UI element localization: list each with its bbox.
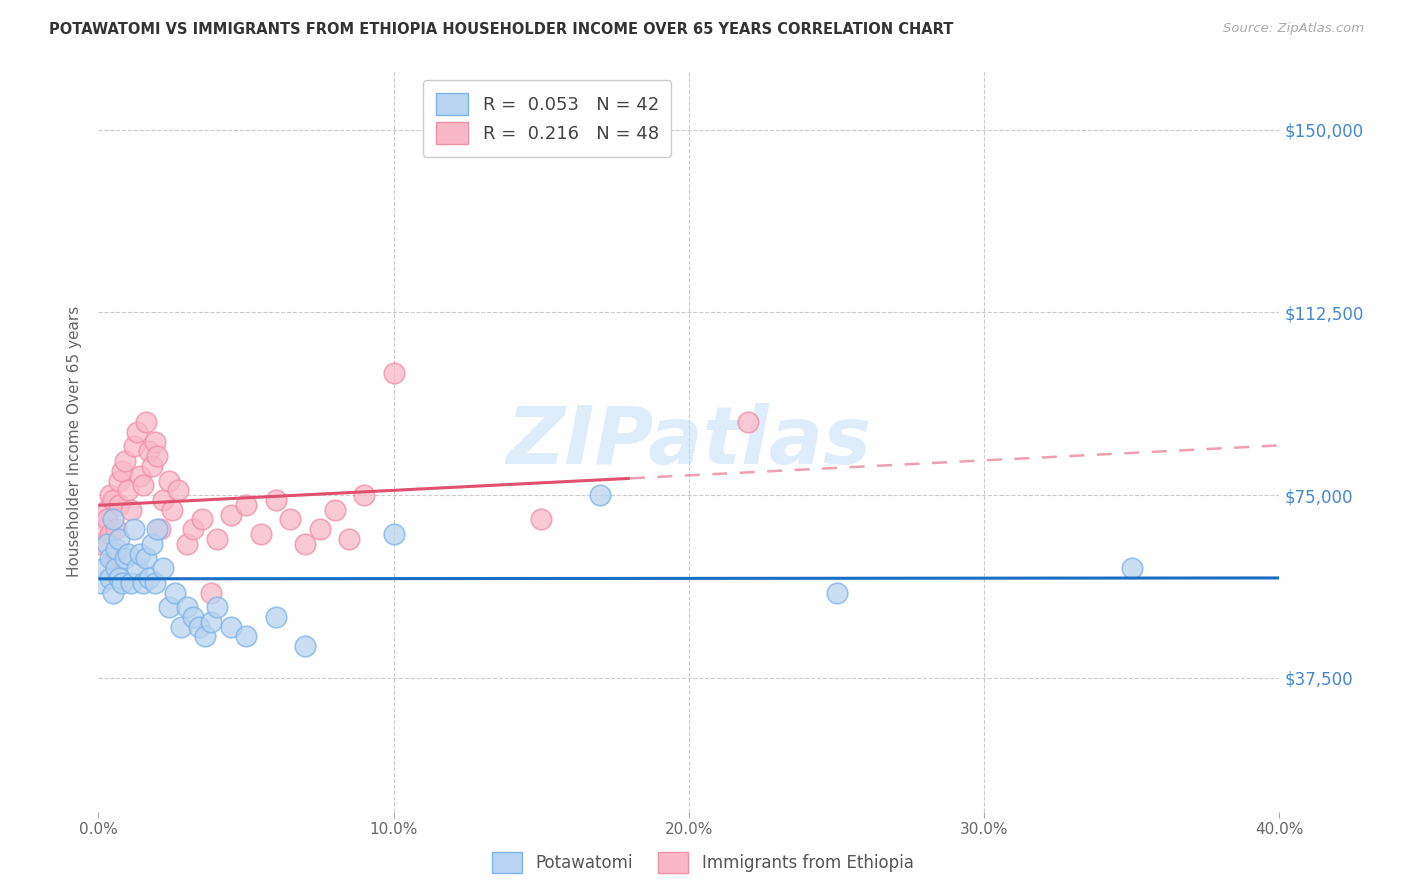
- Point: [141, 537, 163, 551]
- Point: [132, 575, 155, 590]
- Point: [105, 541, 128, 556]
- Point: [205, 532, 228, 546]
- Point: [98, 551, 121, 566]
- Point: [105, 522, 128, 536]
- Point: [167, 483, 190, 498]
- Point: [117, 483, 139, 498]
- Point: [235, 498, 257, 512]
- Point: [138, 444, 160, 458]
- Point: [152, 493, 174, 508]
- Point: [194, 629, 217, 643]
- Point: [93, 522, 115, 536]
- Point: [323, 502, 346, 516]
- Point: [589, 488, 612, 502]
- Point: [108, 498, 131, 512]
- Point: [93, 561, 115, 575]
- Point: [353, 488, 375, 502]
- Text: ZIPatlas: ZIPatlas: [506, 402, 872, 481]
- Point: [149, 522, 172, 536]
- Point: [141, 458, 163, 473]
- Point: [825, 585, 848, 599]
- Point: [187, 619, 209, 633]
- Point: [737, 415, 759, 429]
- Point: [98, 571, 121, 585]
- Point: [264, 493, 287, 508]
- Point: [382, 367, 405, 381]
- Point: [294, 639, 316, 653]
- Point: [146, 449, 169, 463]
- Point: [250, 527, 273, 541]
- Y-axis label: Householder Income Over 65 years: Householder Income Over 65 years: [67, 306, 83, 577]
- Point: [264, 610, 287, 624]
- Point: [96, 502, 118, 516]
- Point: [103, 493, 125, 508]
- Point: [205, 600, 228, 615]
- Point: [117, 547, 139, 561]
- Point: [108, 532, 131, 546]
- Point: [162, 502, 183, 516]
- Point: [120, 502, 142, 516]
- Point: [120, 575, 142, 590]
- Point: [165, 585, 187, 599]
- Point: [98, 488, 121, 502]
- Point: [280, 512, 302, 526]
- Point: [135, 415, 157, 429]
- Point: [1121, 561, 1143, 575]
- Point: [143, 434, 166, 449]
- Point: [152, 561, 174, 575]
- Point: [132, 478, 155, 492]
- Point: [128, 547, 150, 561]
- Point: [157, 600, 180, 615]
- Point: [96, 537, 118, 551]
- Point: [128, 468, 150, 483]
- Legend: R =  0.053   N = 42, R =  0.216   N = 48: R = 0.053 N = 42, R = 0.216 N = 48: [423, 80, 672, 157]
- Point: [122, 522, 145, 536]
- Point: [235, 629, 257, 643]
- Point: [176, 537, 198, 551]
- Point: [221, 619, 243, 633]
- Point: [111, 464, 134, 478]
- Point: [90, 537, 112, 551]
- Point: [530, 512, 553, 526]
- Point: [114, 454, 136, 468]
- Point: [108, 474, 131, 488]
- Point: [105, 561, 128, 575]
- Point: [294, 537, 316, 551]
- Point: [108, 571, 131, 585]
- Point: [125, 425, 148, 439]
- Point: [181, 522, 204, 536]
- Text: POTAWATOMI VS IMMIGRANTS FROM ETHIOPIA HOUSEHOLDER INCOME OVER 65 YEARS CORRELAT: POTAWATOMI VS IMMIGRANTS FROM ETHIOPIA H…: [49, 22, 953, 37]
- Point: [200, 615, 222, 629]
- Point: [103, 585, 125, 599]
- Text: Source: ZipAtlas.com: Source: ZipAtlas.com: [1223, 22, 1364, 36]
- Point: [103, 551, 125, 566]
- Point: [111, 575, 134, 590]
- Point: [98, 527, 121, 541]
- Point: [221, 508, 243, 522]
- Point: [90, 575, 112, 590]
- Point: [157, 474, 180, 488]
- Point: [191, 512, 214, 526]
- Point: [122, 439, 145, 453]
- Point: [200, 585, 222, 599]
- Point: [309, 522, 332, 536]
- Point: [114, 551, 136, 566]
- Point: [125, 561, 148, 575]
- Point: [103, 512, 125, 526]
- Point: [382, 527, 405, 541]
- Point: [96, 512, 118, 526]
- Point: [143, 575, 166, 590]
- Point: [170, 619, 193, 633]
- Point: [135, 551, 157, 566]
- Point: [105, 547, 128, 561]
- Point: [339, 532, 361, 546]
- Point: [146, 522, 169, 536]
- Point: [138, 571, 160, 585]
- Point: [181, 610, 204, 624]
- Point: [176, 600, 198, 615]
- Legend: Potawatomi, Immigrants from Ethiopia: Potawatomi, Immigrants from Ethiopia: [486, 846, 920, 880]
